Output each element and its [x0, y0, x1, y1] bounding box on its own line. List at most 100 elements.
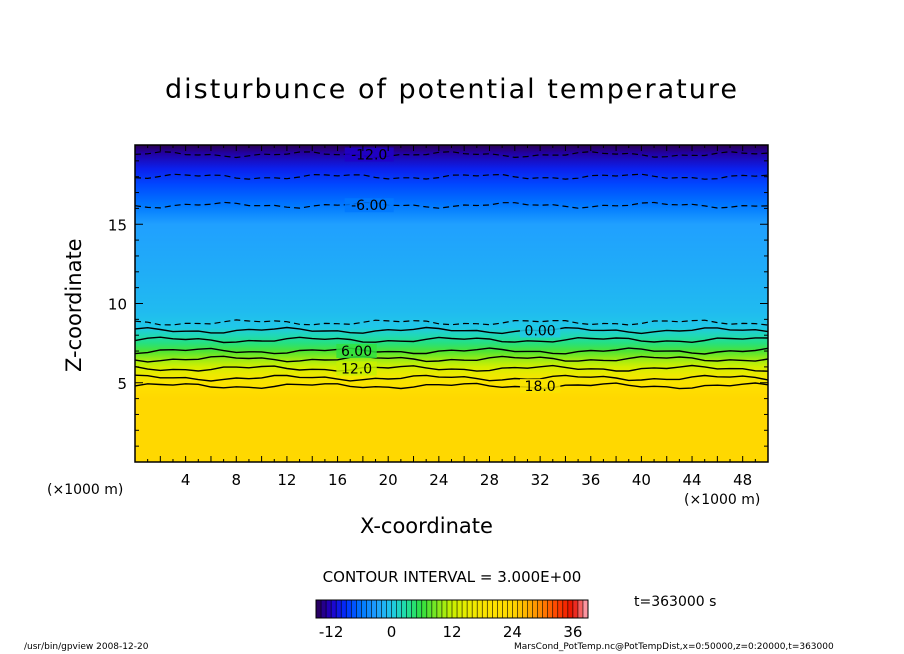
- contour-line: [135, 347, 768, 355]
- contour-label: -12.0: [351, 148, 387, 164]
- contour-label: 18.0: [525, 379, 556, 395]
- colorbar-swatch: [497, 600, 503, 618]
- contour-line: [135, 374, 768, 382]
- colorbar-swatch: [351, 600, 357, 618]
- colorbar-tick-label: 36: [563, 623, 582, 641]
- colorbar-swatch: [331, 600, 337, 618]
- contour-labels: 18.0 12.06.00 0.00 -6.00 -12.0: [336, 147, 561, 395]
- contour-label-bg: [336, 344, 377, 359]
- contour-label-bg: [519, 378, 561, 393]
- contour-label-bg: [344, 198, 394, 213]
- contour-line: [135, 173, 768, 180]
- x-tick-label: 4: [181, 471, 191, 489]
- contour-label-bg: [344, 147, 394, 162]
- colorbar-swatch: [487, 600, 493, 618]
- colorbar-swatch: [527, 600, 533, 618]
- colorbar-swatch: [446, 600, 453, 618]
- colorbar-swatch: [401, 600, 407, 618]
- colorbar-swatch: [567, 600, 574, 618]
- colorbar-swatch: [341, 600, 347, 618]
- colorbar-swatch: [532, 600, 538, 618]
- contour-line: [135, 326, 768, 335]
- colorbar-swatch: [547, 600, 554, 618]
- colorbar-swatch: [376, 600, 382, 618]
- colorbar-swatch: [452, 600, 458, 618]
- colorbar-swatch: [381, 600, 387, 618]
- colorbar-swatch: [326, 600, 332, 618]
- contour-label: 6.00: [341, 344, 372, 360]
- x-tick-label: 44: [682, 471, 701, 489]
- colorbar-swatch: [537, 600, 543, 618]
- y-axis: 5 10 15: [108, 160, 768, 447]
- colorbar-swatch: [391, 600, 397, 618]
- y-tick-label: 15: [108, 216, 127, 234]
- x-tick-label: 16: [328, 471, 347, 489]
- x-tick-label: 32: [531, 471, 550, 489]
- x-tick-label: 12: [277, 471, 296, 489]
- colorbar-swatch: [406, 600, 413, 618]
- x-tick-label: 36: [581, 471, 600, 489]
- contour-line: [135, 319, 768, 326]
- colorbar-swatch: [371, 600, 377, 618]
- colorbar-swatch: [492, 600, 498, 618]
- y-axis-label: Z-coordinate: [62, 238, 86, 372]
- colorbar-swatch: [507, 600, 513, 618]
- colorbar-swatch: [366, 600, 372, 618]
- x-tick-label: 28: [480, 471, 499, 489]
- colorbar-swatch: [421, 600, 428, 618]
- contour-label-bg: [519, 323, 561, 338]
- colorbar-swatch: [336, 600, 342, 618]
- colorbar-swatch: [411, 600, 418, 618]
- x-unit-left: (×1000 m): [47, 482, 124, 498]
- colorbar-tick-label: -12: [319, 623, 344, 641]
- colorbar-swatch: [396, 600, 402, 618]
- x-tick-label: 24: [429, 471, 448, 489]
- colorbar-frame: [315, 599, 589, 619]
- x-tick-label: 40: [632, 471, 651, 489]
- colorbar-tick-label: 0: [387, 623, 397, 641]
- colorbar-swatch: [321, 600, 327, 618]
- y-tick-label: 10: [108, 296, 127, 314]
- colorbar-swatch: [502, 600, 508, 618]
- colorbar-swatch: [441, 600, 448, 618]
- colorbar-swatch: [462, 600, 468, 618]
- colorbar-swatch: [416, 600, 423, 618]
- contour-line: [135, 336, 768, 344]
- x-axis-label: X-coordinate: [360, 514, 493, 538]
- footer-right: MarsCond_PotTemp.nc@PotTempDist,x=0:5000…: [514, 642, 834, 652]
- colorbar-tick-label: 24: [503, 623, 522, 641]
- colorbar-swatch: [542, 600, 549, 618]
- colorbar-swatch: [572, 600, 579, 618]
- heatmap-field: [135, 145, 768, 462]
- colorbar-swatch: [557, 600, 564, 618]
- colorbar-swatch: [562, 600, 569, 618]
- colorbar-swatch: [552, 600, 559, 618]
- colorbar-swatch: [346, 600, 352, 618]
- colorbar: -12 0 12 24 36: [315, 599, 589, 641]
- contour-line: [135, 382, 768, 390]
- y-tick-label: 5: [117, 375, 127, 393]
- colorbar-swatch: [472, 600, 478, 618]
- colorbar-tick-label: 12: [442, 623, 461, 641]
- contour-line: [135, 151, 768, 159]
- colorbar-swatch: [457, 600, 463, 618]
- colorbar-swatch: [361, 600, 367, 618]
- x-tick-label: 48: [733, 471, 752, 489]
- colorbar-swatch: [582, 600, 589, 618]
- colorbar-swatch: [316, 600, 322, 618]
- colorbar-swatch: [356, 600, 362, 618]
- colorbar-swatch: [482, 600, 488, 618]
- contour-interval-label: CONTOUR INTERVAL = 3.000E+00: [322, 568, 582, 586]
- colorbar-swatch: [522, 600, 528, 618]
- colorbar-swatch: [512, 600, 518, 618]
- contour-line: [135, 364, 768, 372]
- x-tick-label: 8: [232, 471, 242, 489]
- colorbar-swatch: [431, 600, 438, 618]
- footer-left: /usr/bin/gpview 2008-12-20: [24, 642, 149, 652]
- contour-lines: [135, 151, 768, 390]
- time-label: t=363000 s: [634, 594, 717, 610]
- contour-line: [135, 355, 768, 363]
- x-unit-right: (×1000 m): [684, 492, 761, 508]
- colorbar-swatch: [577, 600, 584, 618]
